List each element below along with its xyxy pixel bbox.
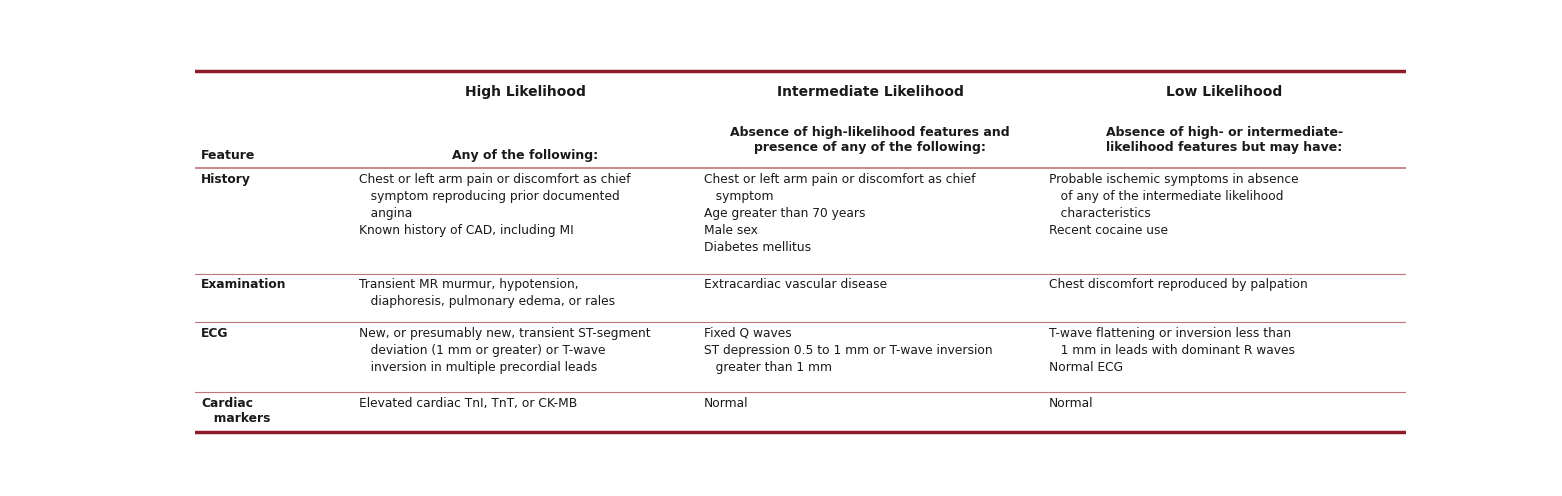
Text: Chest or left arm pain or discomfort as chief
   symptom reproducing prior docum: Chest or left arm pain or discomfort as … [359, 173, 629, 237]
Text: Normal: Normal [703, 397, 748, 410]
Text: Cardiac
   markers: Cardiac markers [201, 397, 270, 425]
Text: Any of the following:: Any of the following: [451, 149, 598, 162]
Text: T-wave flattening or inversion less than
   1 mm in leads with dominant R waves
: T-wave flattening or inversion less than… [1048, 327, 1295, 374]
Text: Feature: Feature [201, 149, 256, 162]
Text: Elevated cardiac TnI, TnT, or CK-MB: Elevated cardiac TnI, TnT, or CK-MB [359, 397, 576, 410]
Text: Examination: Examination [201, 278, 287, 292]
Text: Probable ischemic symptoms in absence
   of any of the intermediate likelihood
 : Probable ischemic symptoms in absence of… [1048, 173, 1298, 237]
Text: Transient MR murmur, hypotension,
   diaphoresis, pulmonary edema, or rales: Transient MR murmur, hypotension, diapho… [359, 278, 615, 309]
Text: Normal: Normal [1048, 397, 1093, 410]
Text: Intermediate Likelihood: Intermediate Likelihood [776, 85, 964, 99]
Text: Low Likelihood: Low Likelihood [1167, 85, 1282, 99]
Text: Absence of high- or intermediate-
likelihood features but may have:: Absence of high- or intermediate- likeli… [1106, 126, 1343, 154]
Text: Chest discomfort reproduced by palpation: Chest discomfort reproduced by palpation [1048, 278, 1307, 292]
Text: Absence of high-likelihood features and
presence of any of the following:: Absence of high-likelihood features and … [731, 126, 1011, 154]
Text: Fixed Q waves
ST depression 0.5 to 1 mm or T-wave inversion
   greater than 1 mm: Fixed Q waves ST depression 0.5 to 1 mm … [703, 327, 992, 374]
Text: High Likelihood: High Likelihood [464, 85, 586, 99]
Text: Chest or left arm pain or discomfort as chief
   symptom
Age greater than 70 yea: Chest or left arm pain or discomfort as … [703, 173, 975, 253]
Text: ECG: ECG [201, 327, 228, 340]
Text: Extracardiac vascular disease: Extracardiac vascular disease [703, 278, 887, 292]
Text: History: History [201, 173, 251, 186]
Text: New, or presumably new, transient ST-segment
   deviation (1 mm or greater) or T: New, or presumably new, transient ST-seg… [359, 327, 650, 374]
